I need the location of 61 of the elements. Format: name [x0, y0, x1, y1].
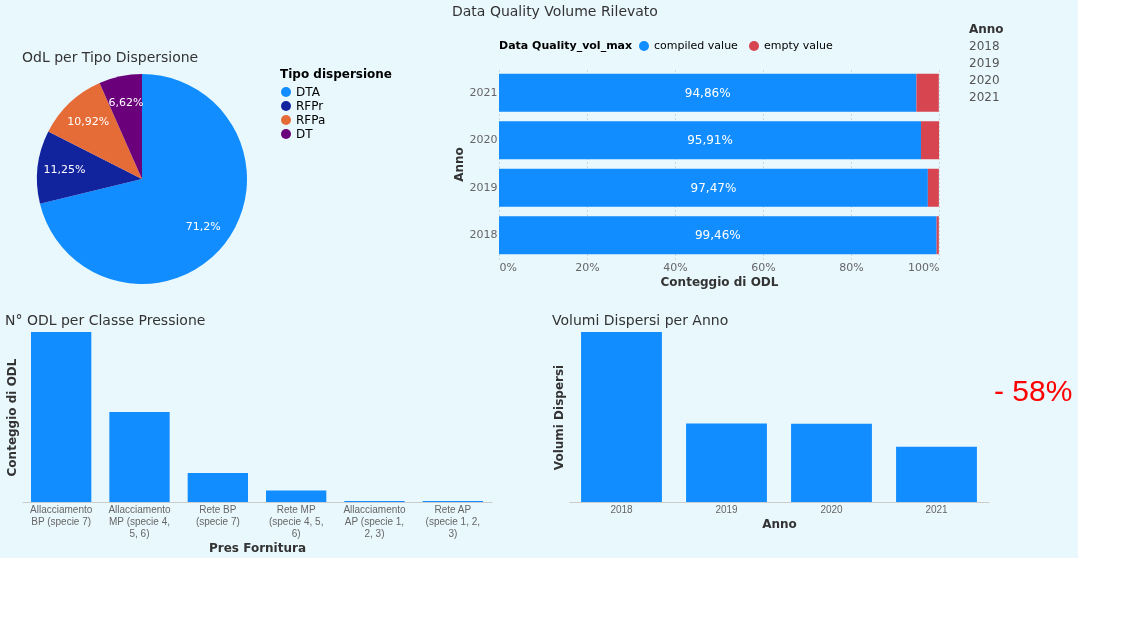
legend-label: empty value: [764, 39, 834, 52]
x-tick-label: Allacciamento BP (specie 7): [30, 503, 93, 527]
data-label: 10,92%: [67, 115, 110, 129]
data-label: 71,2%: [185, 220, 221, 234]
x-tick-label: 2020: [820, 503, 844, 515]
bar: [581, 332, 662, 502]
bar: [791, 423, 872, 502]
text: 2020: [969, 73, 1000, 87]
bar: [266, 490, 327, 502]
bar: [109, 411, 170, 502]
data-label: 11,25%: [43, 163, 86, 177]
y-axis-title: Anno: [451, 147, 466, 182]
legend-label: DT: [296, 127, 314, 141]
data-label: 97,47%: [690, 180, 737, 195]
x-axis-title: Anno: [762, 516, 797, 531]
x-tick-label: 2019: [715, 503, 739, 515]
pie-slice: [37, 131, 142, 204]
y-axis-title: Conteggio di ODL: [4, 358, 19, 477]
chart-title: OdL per Tipo Dispersione: [22, 49, 199, 65]
data-label: 95,91%: [687, 133, 733, 148]
x-axis-title: Pres Fornitura: [209, 540, 306, 555]
legend-title: Tipo dispersione: [280, 67, 392, 81]
x-tick-label: Allacciamento AP (specie 1, 2, 3): [343, 503, 407, 539]
x-tick-label: 80%: [839, 260, 864, 274]
x-tick-label: 20%: [575, 260, 600, 274]
x-axis-title: Conteggio di ODL: [660, 274, 779, 289]
x-tick-label: Rete MP (specie 4, 5, 6): [268, 503, 324, 539]
x-tick-label: 40%: [663, 260, 688, 274]
x-tick-label: 0%: [499, 260, 517, 274]
legend-label: RFPr: [296, 99, 324, 113]
y-axis-title: Volumi Dispersi: [551, 364, 566, 471]
data-label: 99,46%: [694, 228, 741, 243]
y-tick-label: 2018: [469, 228, 498, 242]
bar: [187, 473, 248, 502]
legend-label: compiled value: [654, 39, 739, 52]
text: - 58%: [994, 373, 1073, 407]
x-tick-label: 2021: [925, 503, 949, 515]
text: Anno: [969, 22, 1004, 36]
text: 2018: [969, 39, 1000, 53]
x-tick-label: Rete AP (specie 1, 2, 3): [425, 503, 481, 539]
legend-title: Data Quality_vol_max: [499, 39, 633, 52]
bar: [686, 423, 767, 502]
bar: [896, 446, 977, 502]
bar: [31, 332, 92, 502]
x-tick-label: Allacciamento MP (specie 4, 5, 6): [108, 503, 172, 539]
x-tick-label: 100%: [908, 260, 940, 274]
data-label: 94,86%: [684, 85, 731, 100]
legend-label: RFPa: [296, 113, 326, 127]
y-tick-label: 2021: [469, 85, 498, 99]
text: 2019: [969, 56, 1000, 70]
chart-title: N° ODL per Classe Pressione: [5, 312, 206, 328]
text: 2021: [969, 90, 1000, 104]
x-tick-label: 60%: [751, 260, 776, 274]
chart-title: Data Quality Volume Rilevato: [452, 3, 658, 19]
y-tick-label: 2020: [469, 133, 498, 147]
y-tick-label: 2019: [469, 180, 498, 194]
pie-slice: [39, 74, 247, 284]
x-tick-label: 2018: [610, 503, 634, 515]
x-tick-label: Rete BP (specie 7): [195, 503, 240, 527]
chart-title: Volumi Dispersi per Anno: [552, 312, 729, 328]
legend-label: DTA: [296, 85, 321, 99]
